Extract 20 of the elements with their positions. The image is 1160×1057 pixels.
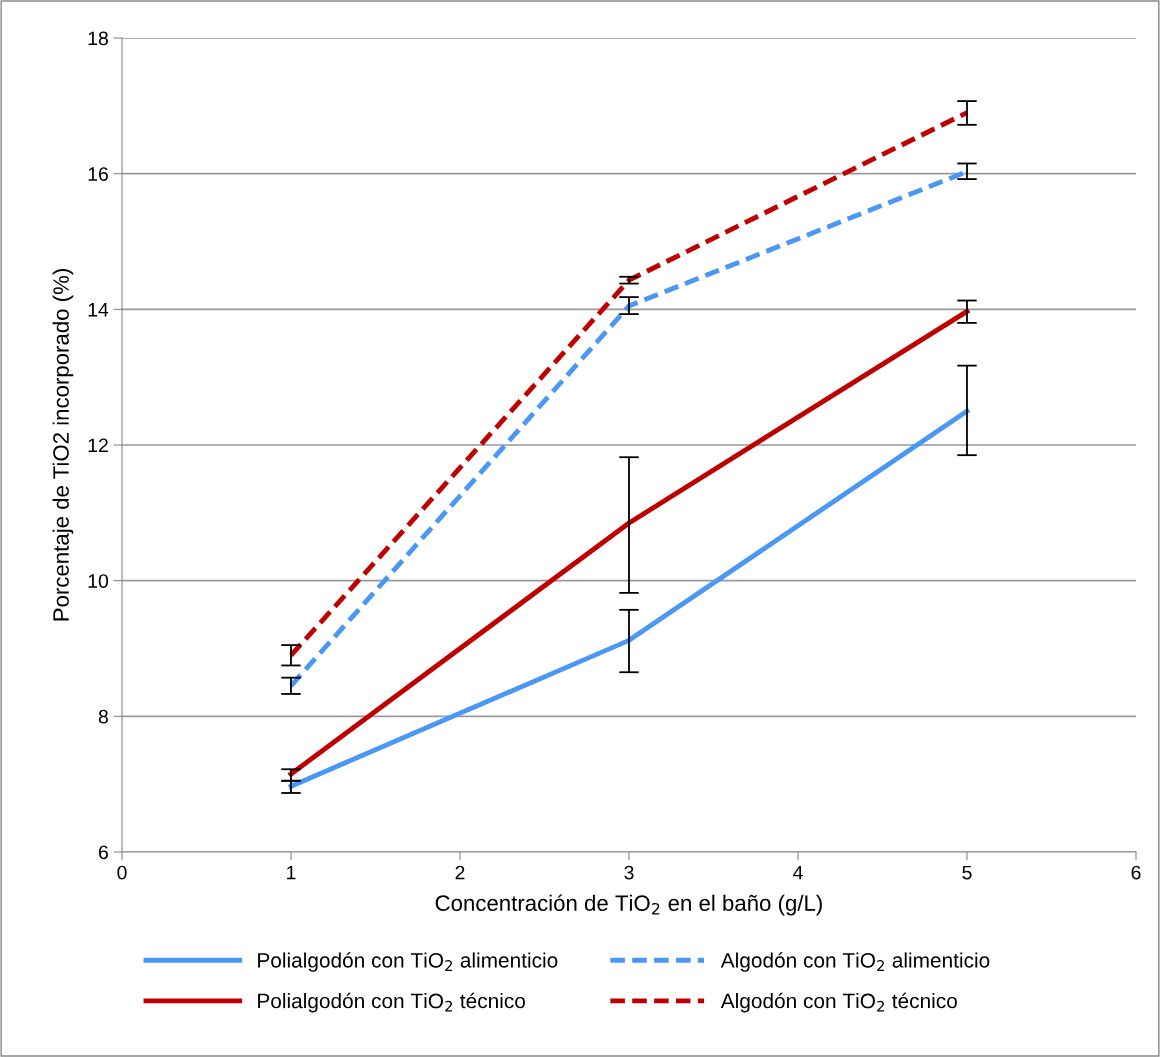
y-tick-label: 10 [88, 574, 109, 588]
x-tick-label: 5 [962, 865, 972, 880]
y-tick-label: 16 [88, 167, 108, 181]
y-axis-title: Porcentaje de TiO2 incorporado (%) [52, 269, 74, 621]
x-tick-label: 1 [287, 865, 296, 880]
y-tick-label: 12 [88, 438, 108, 453]
legend-label: Polialgodón con TiO$_{2}$ técnico [258, 992, 525, 1013]
legend-label: Polialgodón con TiO$_{2}$ alimenticio [258, 952, 558, 972]
x-tick-label: 4 [793, 865, 803, 880]
x-tick-label: 6 [1131, 865, 1141, 880]
x-tick-label: 2 [455, 865, 465, 880]
x-tick-label: 3 [624, 865, 634, 880]
x-axis-title: Concentración de TiO$_{2}$ en el baño (g/L) [435, 894, 822, 916]
y-tick-label: 6 [98, 845, 108, 860]
y-tick-label: 8 [98, 709, 108, 724]
legend-label: Algodón con TiO$_{2}$ técnico [720, 992, 957, 1013]
x-tick-label: 0 [117, 865, 127, 880]
y-tick-label: 18 [88, 31, 108, 46]
legend-label: Algodón con TiO$_{2}$ alimenticio [720, 952, 990, 972]
y-tick-label: 14 [88, 303, 109, 317]
